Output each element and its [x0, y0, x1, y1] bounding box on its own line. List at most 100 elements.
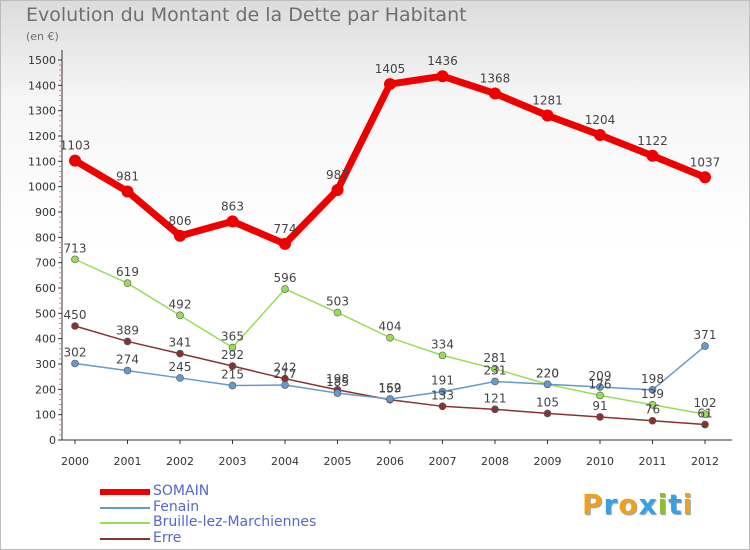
x-tick-label: 2004 — [271, 455, 299, 468]
legend-swatch — [100, 537, 150, 540]
x-tick-label: 2003 — [219, 455, 247, 468]
data-label: 274 — [116, 353, 139, 367]
y-tick-label: 1300 — [28, 105, 56, 118]
data-label: 981 — [116, 169, 139, 183]
data-label: 220 — [536, 366, 559, 380]
legend-label: Erre — [153, 529, 182, 546]
data-point — [174, 229, 186, 242]
data-label: 185 — [326, 375, 349, 389]
data-point — [69, 154, 81, 167]
data-point — [701, 410, 709, 418]
data-label: 619 — [116, 265, 139, 279]
chart-title: Evolution du Montant de la Dette par Hab… — [26, 4, 467, 26]
data-point — [176, 311, 184, 320]
data-point — [279, 237, 291, 250]
y-tick-label: 300 — [35, 358, 56, 371]
data-label: 371 — [694, 328, 717, 342]
data-label: 91 — [592, 399, 607, 413]
data-point — [226, 215, 239, 228]
x-tick-label: 2008 — [481, 455, 509, 468]
logo-letter: P — [582, 488, 604, 521]
data-point — [281, 381, 289, 389]
data-point — [386, 333, 394, 342]
data-label: 209 — [589, 369, 612, 383]
y-tick-label: 500 — [35, 307, 56, 320]
y-tick-label: 1000 — [28, 181, 56, 194]
data-label: 121 — [484, 391, 507, 405]
logo-letter: i — [657, 488, 669, 521]
proxiti-logo: Proxiti — [582, 488, 693, 521]
data-point — [491, 377, 499, 386]
data-point — [228, 362, 237, 370]
data-point — [699, 171, 711, 184]
data-label: 231 — [484, 363, 507, 377]
data-label: 220 — [536, 366, 559, 380]
data-point — [596, 383, 604, 391]
data-label: 503 — [326, 295, 349, 309]
data-label: 176 — [589, 377, 612, 391]
data-label: 198 — [641, 372, 664, 386]
data-point — [123, 279, 132, 287]
legend-swatch — [100, 489, 150, 495]
data-label: 334 — [431, 337, 454, 351]
x-tick-label: 2007 — [429, 455, 457, 468]
logo-letter: o — [618, 488, 639, 521]
data-point — [386, 395, 394, 403]
data-point — [436, 70, 449, 83]
y-tick-label: 1500 — [28, 54, 56, 67]
data-label: 1122 — [637, 134, 668, 148]
x-tick-label: 2009 — [534, 455, 562, 468]
data-point — [438, 402, 447, 411]
data-label: 302 — [64, 345, 87, 359]
data-label: 404 — [379, 320, 402, 334]
data-label: 105 — [536, 395, 559, 409]
y-tick-label: 200 — [35, 383, 56, 396]
data-point — [594, 128, 606, 141]
data-label: 1103 — [60, 139, 91, 153]
data-label: 281 — [484, 351, 507, 365]
data-point — [543, 380, 552, 389]
data-label: 1204 — [585, 113, 616, 127]
legend-swatch — [100, 506, 150, 509]
y-tick-label: 1100 — [28, 155, 56, 168]
data-point — [228, 343, 237, 352]
data-label: 198 — [326, 372, 349, 386]
data-point — [541, 109, 554, 122]
data-label: 389 — [116, 323, 139, 337]
data-point — [123, 337, 132, 346]
data-point — [281, 285, 289, 293]
data-point — [71, 255, 79, 264]
data-point — [331, 183, 344, 196]
x-tick-label: 2012 — [691, 455, 719, 468]
data-label: 596 — [274, 271, 297, 285]
data-point — [491, 365, 499, 373]
data-point — [333, 308, 342, 317]
data-label: 191 — [431, 374, 454, 388]
y-tick-label: 800 — [35, 231, 56, 244]
data-label: 365 — [221, 330, 244, 344]
y-tick-label: 100 — [35, 409, 56, 422]
x-tick-label: 2000 — [61, 455, 89, 468]
logo-letter: x — [638, 488, 658, 521]
legend-label: Bruille-lez-Marchiennes — [153, 514, 317, 530]
data-point — [543, 409, 552, 418]
data-label: 76 — [645, 403, 660, 417]
y-tick-label: 1400 — [28, 79, 56, 92]
data-point — [596, 413, 604, 421]
data-label: 159 — [379, 382, 402, 396]
legend-swatch — [100, 522, 150, 524]
legend-label: SOMAIN — [153, 483, 210, 499]
y-tick-label: 400 — [35, 333, 56, 346]
data-label: 341 — [169, 336, 192, 350]
x-tick-label: 2010 — [586, 455, 614, 468]
data-point — [228, 381, 237, 390]
data-label: 1281 — [532, 93, 563, 107]
data-label: 162 — [379, 381, 402, 395]
data-point — [176, 374, 184, 382]
data-label: 492 — [169, 297, 192, 311]
data-label: 1436 — [427, 54, 458, 68]
data-label: 242 — [274, 361, 297, 375]
data-label: 61 — [697, 407, 712, 421]
